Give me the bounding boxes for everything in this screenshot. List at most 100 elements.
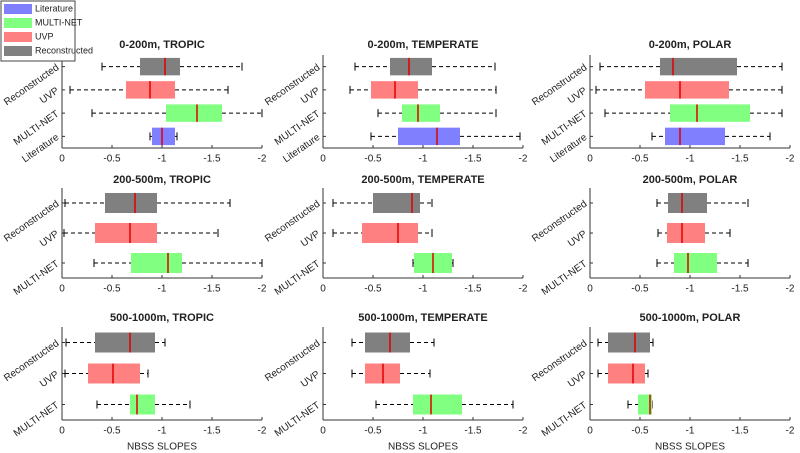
legend-swatch xyxy=(4,18,32,28)
x-tick-label: -1.5 xyxy=(203,426,221,437)
y-tick-label: UVP xyxy=(38,369,61,390)
y-tick-label: MULTI-NET xyxy=(540,259,589,298)
x-tick-label: 0 xyxy=(320,426,326,437)
box xyxy=(413,394,462,415)
x-tick-label: -1 xyxy=(158,426,167,437)
x-tick-label: -2 xyxy=(519,284,528,295)
y-tick-label: UVP xyxy=(38,228,61,249)
x-tick-label: -2 xyxy=(786,284,795,295)
box xyxy=(667,223,705,243)
legend-swatch xyxy=(4,46,32,56)
x-tick-label: -0.5 xyxy=(364,284,382,295)
x-tick-label: -2 xyxy=(519,426,528,437)
x-axis-label: NBSS SLOPES xyxy=(127,442,197,453)
box xyxy=(608,332,650,353)
y-tick-label: UVP xyxy=(566,228,589,249)
x-tick-label: 0 xyxy=(59,426,65,437)
x-tick-label: -2 xyxy=(258,284,267,295)
box xyxy=(140,57,180,76)
x-tick-label: -0.5 xyxy=(631,154,649,165)
box xyxy=(674,253,717,273)
x-tick-label: -0.5 xyxy=(631,284,649,295)
x-tick-label: -0.5 xyxy=(631,426,649,437)
y-tick-label: UVP xyxy=(566,369,589,390)
x-tick-label: 0 xyxy=(59,284,65,295)
y-tick-label: UVP xyxy=(299,85,322,106)
panel-title: 0-200m, POLAR xyxy=(649,39,732,51)
panel-title: 500-1000m, TEMPERATE xyxy=(358,312,487,324)
box xyxy=(88,363,140,384)
y-tick-label: UVP xyxy=(566,85,589,106)
panel-title: 500-1000m, POLAR xyxy=(640,312,741,324)
box xyxy=(131,253,182,273)
x-tick-label: 0 xyxy=(587,284,593,295)
box xyxy=(390,57,432,76)
box xyxy=(608,363,645,384)
box xyxy=(95,332,155,353)
box xyxy=(362,223,418,243)
y-tick-label: MULTI-NET xyxy=(273,259,322,298)
x-tick-label: 0 xyxy=(59,154,65,165)
panel-title: 200-500m, POLAR xyxy=(643,174,738,186)
panel-title: 0-200m, TEMPERATE xyxy=(367,39,478,51)
box xyxy=(670,104,750,122)
legend-label: UVP xyxy=(35,31,54,41)
y-tick-label: MULTI-NET xyxy=(12,400,61,439)
box xyxy=(645,81,729,99)
y-tick-label: Reconstructed xyxy=(2,62,61,108)
y-tick-label: Reconstructed xyxy=(530,62,589,108)
x-tick-label: -1.5 xyxy=(731,284,749,295)
box xyxy=(398,127,460,146)
box xyxy=(130,394,155,415)
x-tick-label: -1 xyxy=(419,284,428,295)
x-tick-label: -1.5 xyxy=(203,284,221,295)
panel-title: 0-200m, TROPIC xyxy=(119,39,205,51)
x-tick-label: -1 xyxy=(686,154,695,165)
x-tick-label: -0.5 xyxy=(103,284,121,295)
legend-label: Literature xyxy=(35,3,73,13)
x-tick-label: -1.5 xyxy=(464,154,482,165)
x-tick-label: -0.5 xyxy=(103,426,121,437)
x-tick-label: -2 xyxy=(519,154,528,165)
x-tick-label: 0 xyxy=(587,426,593,437)
x-tick-label: -1 xyxy=(419,426,428,437)
x-tick-label: 0 xyxy=(320,284,326,295)
x-tick-label: -1 xyxy=(158,154,167,165)
y-tick-label: Reconstructed xyxy=(263,62,322,108)
legend-swatch xyxy=(4,32,32,42)
y-tick-label: UVP xyxy=(38,85,61,106)
legend-label: Reconstructed xyxy=(35,45,93,55)
x-tick-label: 0 xyxy=(587,154,593,165)
x-tick-label: -1.5 xyxy=(731,426,749,437)
box xyxy=(638,394,652,415)
box xyxy=(668,193,707,213)
box xyxy=(365,332,410,353)
x-tick-label: -1 xyxy=(686,426,695,437)
box xyxy=(402,104,440,122)
box xyxy=(166,104,222,122)
x-tick-label: -1 xyxy=(686,284,695,295)
panel-title: 500-1000m, TROPIC xyxy=(110,312,214,324)
x-axis-label: NBSS SLOPES xyxy=(388,442,458,453)
box xyxy=(95,223,157,243)
box xyxy=(373,193,420,213)
x-tick-label: -1.5 xyxy=(203,154,221,165)
x-tick-label: -1 xyxy=(158,284,167,295)
x-tick-label: -2 xyxy=(786,426,795,437)
box xyxy=(152,127,175,146)
x-tick-label: -1.5 xyxy=(464,426,482,437)
y-tick-label: UVP xyxy=(299,369,322,390)
y-tick-label: MULTI-NET xyxy=(12,259,61,298)
x-tick-label: -0.5 xyxy=(364,154,382,165)
x-axis-label: NBSS SLOPES xyxy=(655,442,725,453)
y-tick-label: MULTI-NET xyxy=(273,400,322,439)
box xyxy=(105,193,157,213)
x-tick-label: -1 xyxy=(419,154,428,165)
x-tick-label: -0.5 xyxy=(103,154,121,165)
panel-title: 200-500m, TEMPERATE xyxy=(361,174,484,186)
x-tick-label: -0.5 xyxy=(364,426,382,437)
y-tick-label: MULTI-NET xyxy=(540,400,589,439)
box xyxy=(665,127,725,146)
x-tick-label: -2 xyxy=(258,154,267,165)
